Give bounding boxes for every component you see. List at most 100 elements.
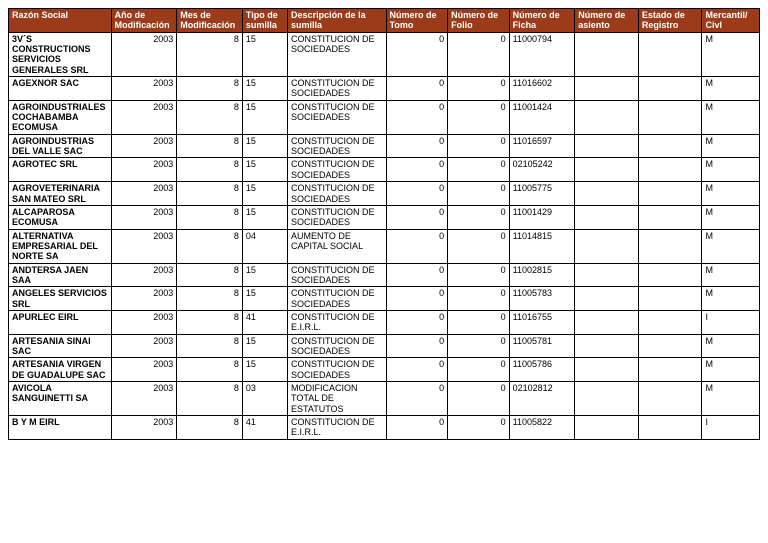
cell-tipo: 15 bbox=[242, 134, 287, 158]
cell-ficha: 02102812 bbox=[509, 382, 575, 416]
cell-desc: CONSTITUCION DE SOCIEDADES bbox=[288, 158, 386, 182]
cell-anio: 2003 bbox=[111, 77, 177, 101]
cell-mer: M bbox=[702, 229, 760, 263]
cell-folio: 0 bbox=[448, 229, 510, 263]
cell-estado bbox=[638, 263, 702, 287]
table-row: APURLEC EIRL2003841CONSTITUCION DE E.I.R… bbox=[9, 310, 760, 334]
cell-ficha: 11001424 bbox=[509, 100, 575, 134]
cell-anio: 2003 bbox=[111, 358, 177, 382]
cell-desc: CONSTITUCION DE SOCIEDADES bbox=[288, 134, 386, 158]
cell-ficha: 11005822 bbox=[509, 416, 575, 440]
cell-mes: 8 bbox=[177, 100, 243, 134]
cell-asiento bbox=[575, 358, 639, 382]
cell-razon: APURLEC EIRL bbox=[9, 310, 112, 334]
cell-ficha: 11000794 bbox=[509, 32, 575, 76]
cell-tipo: 15 bbox=[242, 334, 287, 358]
table-row: B Y M EIRL2003841CONSTITUCION DE E.I.R.L… bbox=[9, 416, 760, 440]
cell-desc: AUMENTO DE CAPITAL SOCIAL bbox=[288, 229, 386, 263]
cell-mes: 8 bbox=[177, 158, 243, 182]
table-row: ANGELES SERVICIOS SRL2003815CONSTITUCION… bbox=[9, 287, 760, 311]
col-header: Año de Modificación bbox=[111, 9, 177, 33]
col-header: Mercantil/ Civl bbox=[702, 9, 760, 33]
cell-asiento bbox=[575, 263, 639, 287]
cell-razon: B Y M EIRL bbox=[9, 416, 112, 440]
cell-tipo: 15 bbox=[242, 32, 287, 76]
cell-estado bbox=[638, 77, 702, 101]
cell-estado bbox=[638, 158, 702, 182]
cell-desc: CONSTITUCION DE SOCIEDADES bbox=[288, 182, 386, 206]
cell-asiento bbox=[575, 182, 639, 206]
cell-estado bbox=[638, 416, 702, 440]
cell-mes: 8 bbox=[177, 287, 243, 311]
cell-ficha: 11016597 bbox=[509, 134, 575, 158]
cell-desc: CONSTITUCION DE E.I.R.L. bbox=[288, 416, 386, 440]
cell-folio: 0 bbox=[448, 77, 510, 101]
cell-asiento bbox=[575, 158, 639, 182]
cell-mer: M bbox=[702, 182, 760, 206]
cell-tomo: 0 bbox=[386, 158, 448, 182]
cell-mes: 8 bbox=[177, 205, 243, 229]
cell-ficha: 11005775 bbox=[509, 182, 575, 206]
cell-folio: 0 bbox=[448, 416, 510, 440]
cell-mes: 8 bbox=[177, 382, 243, 416]
cell-mer: M bbox=[702, 205, 760, 229]
cell-anio: 2003 bbox=[111, 182, 177, 206]
cell-asiento bbox=[575, 416, 639, 440]
cell-estado bbox=[638, 310, 702, 334]
cell-estado bbox=[638, 32, 702, 76]
cell-anio: 2003 bbox=[111, 287, 177, 311]
cell-asiento bbox=[575, 32, 639, 76]
cell-ficha: 11005786 bbox=[509, 358, 575, 382]
cell-tomo: 0 bbox=[386, 182, 448, 206]
cell-anio: 2003 bbox=[111, 263, 177, 287]
cell-anio: 2003 bbox=[111, 334, 177, 358]
cell-estado bbox=[638, 182, 702, 206]
cell-anio: 2003 bbox=[111, 382, 177, 416]
cell-tomo: 0 bbox=[386, 287, 448, 311]
cell-tipo: 15 bbox=[242, 205, 287, 229]
cell-ficha: 11002815 bbox=[509, 263, 575, 287]
cell-estado bbox=[638, 358, 702, 382]
col-header: Número de Tomo bbox=[386, 9, 448, 33]
cell-tomo: 0 bbox=[386, 263, 448, 287]
cell-razon: ALCAPAROSA ECOMUSA bbox=[9, 205, 112, 229]
cell-mer: M bbox=[702, 158, 760, 182]
table-row: ARTESANIA SINAI SAC2003815CONSTITUCION D… bbox=[9, 334, 760, 358]
cell-asiento bbox=[575, 77, 639, 101]
cell-razon: ARTESANIA VIRGEN DE GUADALUPE SAC bbox=[9, 358, 112, 382]
cell-folio: 0 bbox=[448, 263, 510, 287]
table-row: ARTESANIA VIRGEN DE GUADALUPE SAC2003815… bbox=[9, 358, 760, 382]
cell-estado bbox=[638, 229, 702, 263]
cell-razon: AVICOLA SANGUINETTI SA bbox=[9, 382, 112, 416]
table-row: 3V´S CONSTRUCTIONS SERVICIOS GENERALES S… bbox=[9, 32, 760, 76]
cell-folio: 0 bbox=[448, 182, 510, 206]
cell-ficha: 11005781 bbox=[509, 334, 575, 358]
cell-desc: CONSTITUCION DE SOCIEDADES bbox=[288, 100, 386, 134]
cell-folio: 0 bbox=[448, 134, 510, 158]
cell-tipo: 15 bbox=[242, 182, 287, 206]
cell-anio: 2003 bbox=[111, 32, 177, 76]
cell-mer: M bbox=[702, 134, 760, 158]
cell-mer: M bbox=[702, 358, 760, 382]
cell-razon: AGROINDUSTRIALES COCHABAMBA ECOMUSA bbox=[9, 100, 112, 134]
cell-razon: ANGELES SERVICIOS SRL bbox=[9, 287, 112, 311]
header-row: Razón Social Año de Modificación Mes de … bbox=[9, 9, 760, 33]
cell-asiento bbox=[575, 310, 639, 334]
cell-mer: I bbox=[702, 310, 760, 334]
cell-razon: AGROVETERINARIA SAN MATEO SRL bbox=[9, 182, 112, 206]
cell-desc: CONSTITUCION DE E.I.R.L. bbox=[288, 310, 386, 334]
table-row: AGROVETERINARIA SAN MATEO SRL2003815CONS… bbox=[9, 182, 760, 206]
cell-tipo: 04 bbox=[242, 229, 287, 263]
table-row: AGROTEC SRL2003815CONSTITUCION DE SOCIED… bbox=[9, 158, 760, 182]
cell-estado bbox=[638, 287, 702, 311]
cell-tomo: 0 bbox=[386, 229, 448, 263]
cell-tomo: 0 bbox=[386, 334, 448, 358]
cell-tomo: 0 bbox=[386, 382, 448, 416]
cell-mes: 8 bbox=[177, 77, 243, 101]
cell-estado bbox=[638, 134, 702, 158]
cell-mer: M bbox=[702, 334, 760, 358]
cell-anio: 2003 bbox=[111, 416, 177, 440]
cell-mes: 8 bbox=[177, 134, 243, 158]
cell-razon: ANDTERSA JAEN SAA bbox=[9, 263, 112, 287]
cell-ficha: 11016755 bbox=[509, 310, 575, 334]
